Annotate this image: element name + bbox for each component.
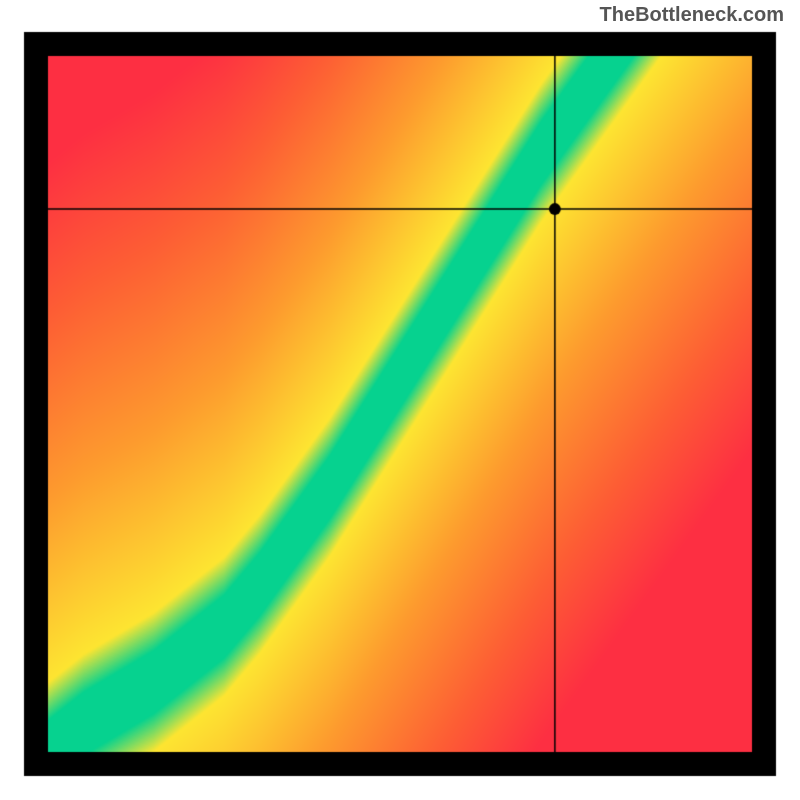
bottleneck-heatmap — [0, 0, 800, 800]
watermark-text: TheBottleneck.com — [600, 4, 784, 27]
